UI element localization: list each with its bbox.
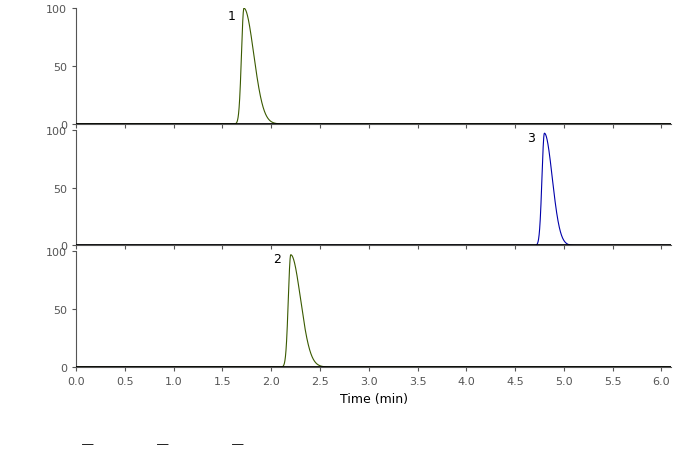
X-axis label: Time (min): Time (min) (340, 392, 408, 405)
Text: 1: 1 (227, 10, 235, 23)
Text: 1—1丙酮；2—1丁酮；3—1甲苯: 1—1丙酮；2—1丁酮；3—1甲苯 (69, 443, 282, 448)
Text: 3: 3 (527, 131, 535, 144)
Text: 2: 2 (273, 252, 281, 266)
